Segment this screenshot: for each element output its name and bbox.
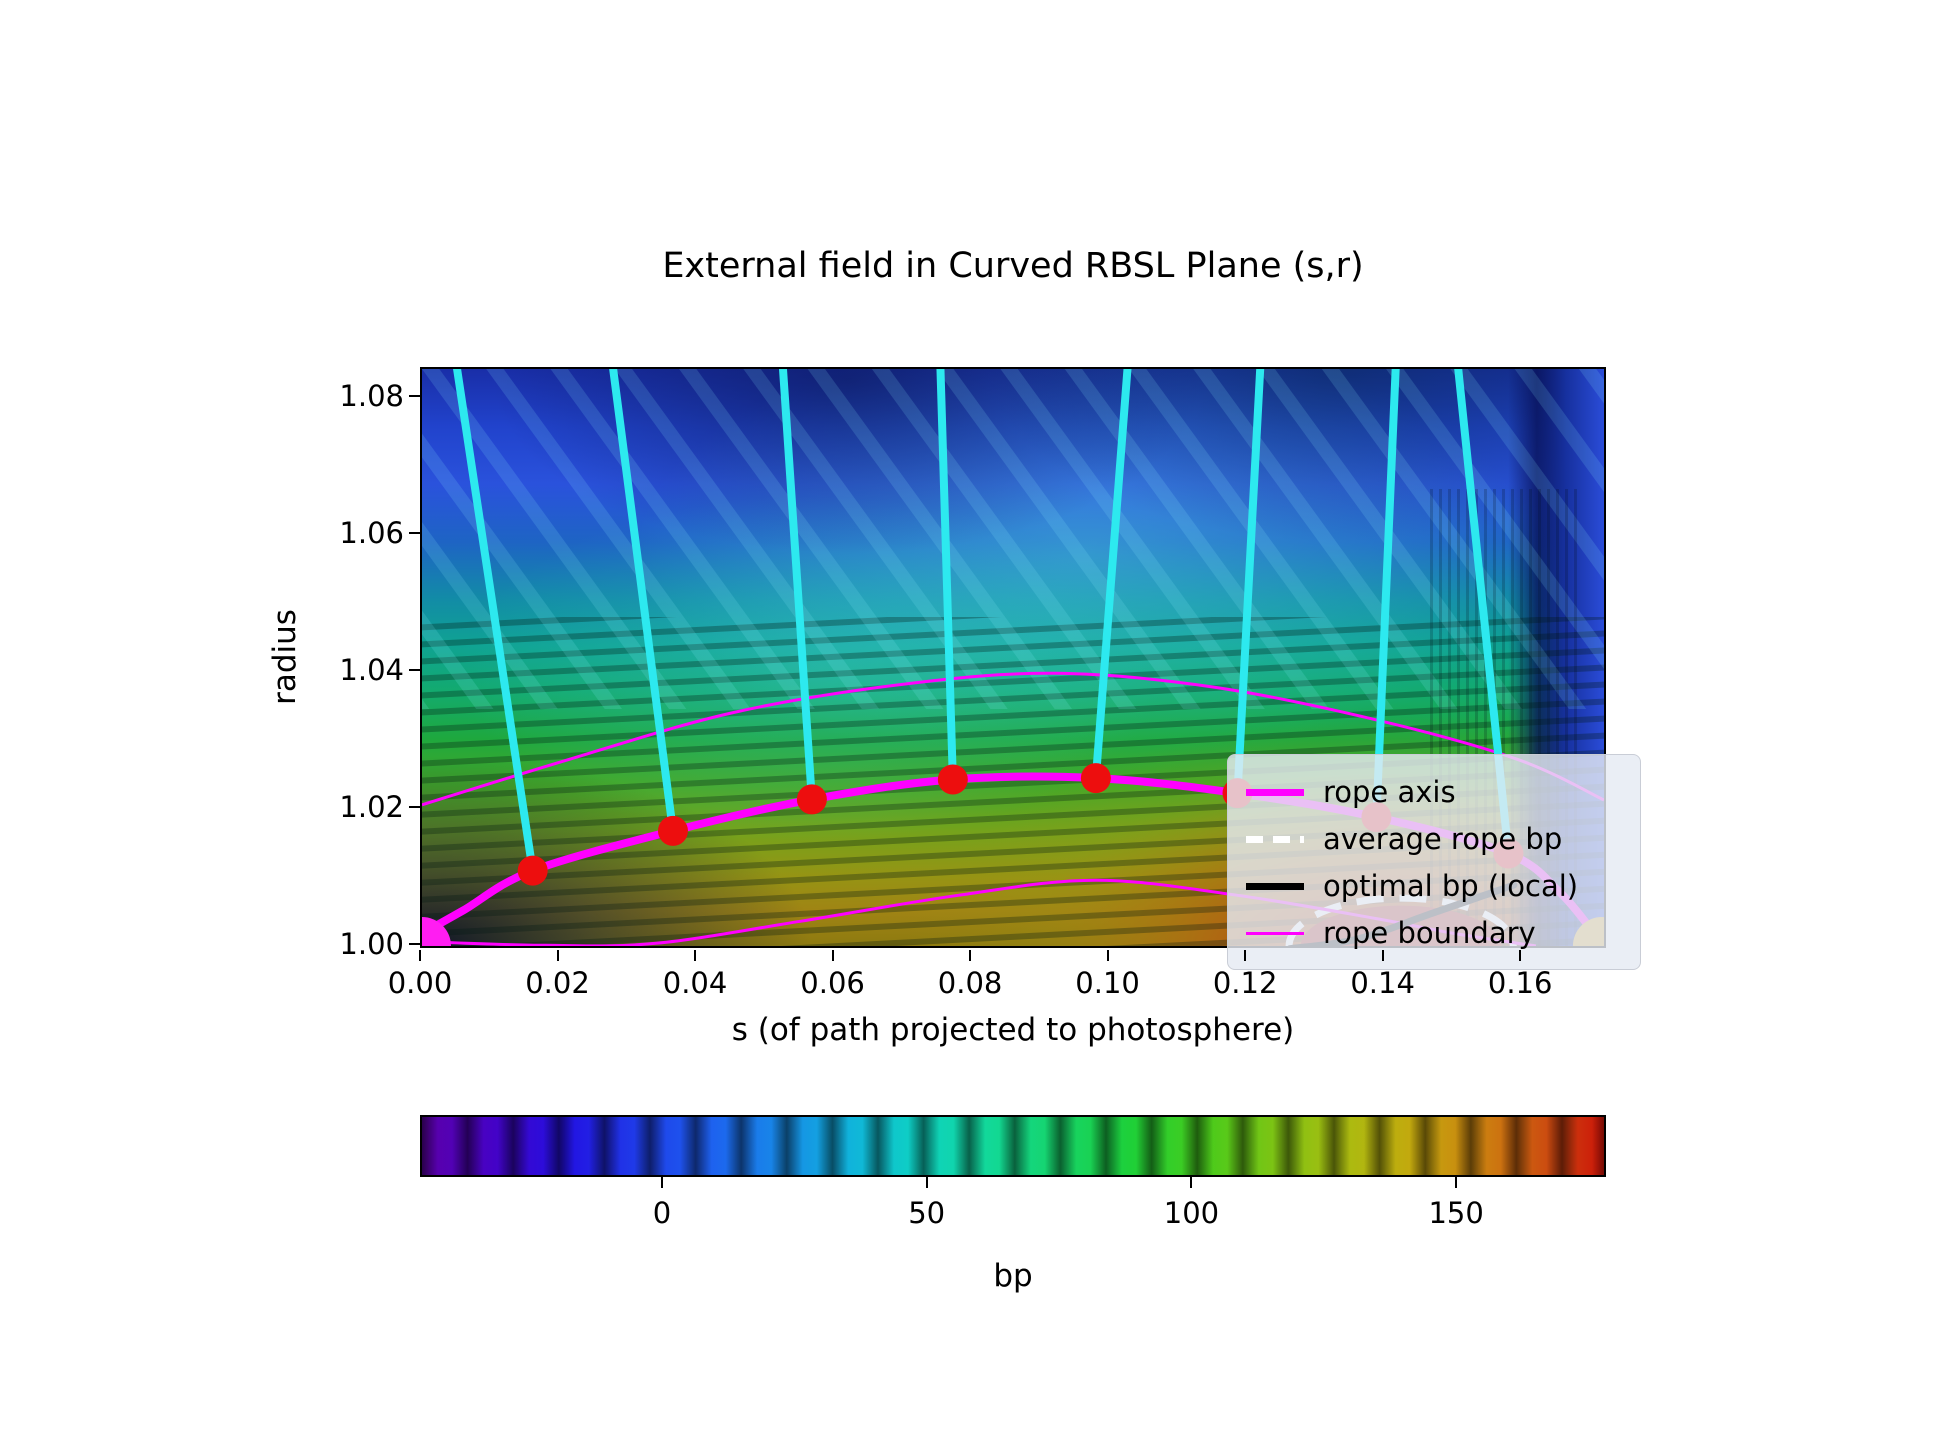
x-tick-label: 0.10 [1075,966,1140,1000]
x-tickmark [419,950,421,961]
x-tickmark [556,950,559,961]
colorbar-tickmark [925,1177,928,1188]
field-line [1372,369,1400,822]
x-axis-label: s (of path projected to photosphere) [731,1012,1295,1048]
y-tick-label: 1.04 [339,652,404,687]
rope-axis-node [937,764,968,795]
legend-item-label: optimal bp (local) [1323,869,1579,903]
x-tickmark [1244,950,1247,961]
x-tickmark [1106,950,1109,961]
colorbar-tickmark [660,1177,663,1188]
legend-item-label: rope axis [1323,775,1456,809]
x-tick-label: 0.00 [387,966,453,1000]
y-tickmark [409,943,420,945]
colorbar [420,1115,1606,1177]
y-tick-label: 1.00 [339,927,404,961]
legend-line-sample [1246,932,1304,935]
legend-item-label: average rope bp [1323,822,1563,856]
x-tick-label: 0.12 [1212,966,1278,1000]
x-tick-label: 0.02 [525,966,590,1000]
legend-line-sample [1246,836,1304,843]
colorbar-tickmark [1190,1177,1193,1188]
field-line [936,369,957,784]
x-tickmark [694,950,697,961]
x-tick-label: 0.14 [1350,966,1415,1000]
x-tickmark [831,950,834,961]
x-tickmark [969,950,972,961]
legend: rope axis average rope bp optimal bp (loca… [1227,754,1641,970]
colorbar-tickmark [1455,1177,1458,1188]
colorbar-banding [422,1117,1604,1175]
colorbar-tick-label: 0 [652,1196,672,1230]
field-line [1091,369,1132,783]
y-tick-label: 1.06 [339,515,404,550]
legend-line-sample [1246,883,1304,890]
plot-area: rope axis average rope bp optimal bp (loca… [420,367,1641,970]
legend-item-average-rope-bp: average rope bp [1246,816,1620,863]
legend-line-sample [1246,789,1304,796]
rope-axis-node [517,855,548,886]
y-tickmark [409,394,420,397]
field-line [609,369,677,835]
y-tickmark [409,531,420,534]
plot-title: External field in Curved RBSL Plane (s,r… [662,246,1364,286]
x-tickmark [1519,950,1522,961]
x-tickmark [1381,950,1384,961]
x-tick-label: 0.06 [800,966,865,1000]
x-tick-label: 0.04 [662,966,728,1000]
colorbar-tick-label: 150 [1428,1196,1484,1230]
rope-axis-node [796,784,827,815]
y-axis-label: radius [267,609,303,705]
field-line [453,369,537,875]
y-tickmark [409,668,420,671]
field-line [778,369,816,804]
legend-item-optimal-bp-local-: optimal bp (local) [1246,863,1620,910]
rope-boundary-upper-curve [422,671,1604,807]
colorbar-label: bp [993,1258,1033,1294]
y-tick-label: 1.08 [339,378,404,413]
legend-item-rope-axis: rope axis [1246,769,1620,816]
colorbar-tick-label: 50 [908,1196,946,1230]
rope-axis-node [657,815,688,846]
legend-item-label: rope boundary [1323,916,1536,950]
x-tick-label: 0.16 [1487,966,1553,1000]
colorbar-tick-label: 100 [1163,1196,1220,1230]
field-line [1233,369,1265,798]
legend-item-rope-boundary: rope boundary [1246,910,1620,957]
x-tick-label: 0.08 [937,966,1003,1000]
y-tick-label: 1.02 [339,789,404,824]
left-footpoint [422,917,451,946]
y-tickmark [409,805,420,808]
rope-axis-node [1080,763,1111,794]
